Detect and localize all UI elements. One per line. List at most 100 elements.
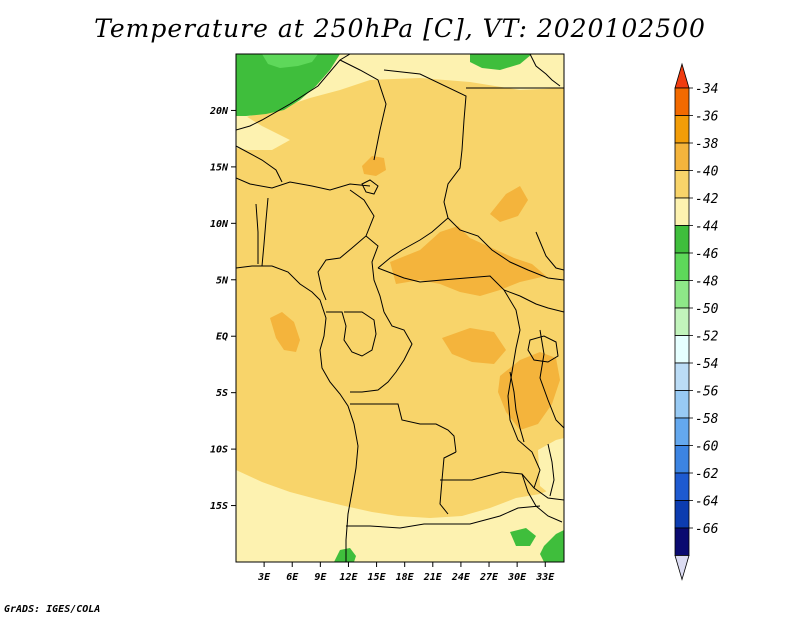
border-car-south (377, 267, 521, 297)
lake-malawi (547, 443, 555, 497)
colorbar-label: -36 (695, 110, 719, 125)
lake-chad (361, 179, 379, 195)
colorbar-swatch (674, 500, 690, 529)
border-congo-drc (350, 311, 413, 393)
x-axis: 3E 6E 9E 12E 15E 18E 21E 24E 27E 30E 33E (257, 562, 555, 583)
x-tick-label: 21E (423, 572, 443, 583)
colorbar-label: -34 (695, 82, 718, 97)
border-cameroon-car (365, 235, 385, 313)
x-tick-label: 33E (535, 572, 555, 583)
x-tick-label: 12E (339, 572, 358, 583)
colorbar-label: -66 (695, 522, 719, 537)
colorbar-swatch (674, 362, 690, 391)
contour-cool-east (538, 438, 564, 496)
colorbar: -34 -36 -38 -40 -42 -44 -46 -48 -50 -52 -54 -56 -58 -… (674, 62, 719, 581)
y-tick-label: 5S (216, 388, 228, 399)
colorbar-label: -50 (695, 302, 719, 317)
border-nigeria-cameroon (317, 189, 375, 301)
y-tick-label: 15S (210, 501, 228, 512)
colorbar-arrow-bottom (674, 555, 690, 581)
border-angola-south (346, 523, 440, 529)
border-benin (261, 197, 269, 267)
y-tick-label: EQ (216, 332, 228, 343)
contour-cool-south (236, 470, 564, 562)
chart-title: Temperature at 250hPa [C], VT: 202010250… (94, 14, 706, 43)
colorbar-swatch (674, 390, 690, 419)
x-tick-label: 18E (396, 572, 415, 583)
contour-warm-west (270, 312, 300, 352)
colorbar-swatch (674, 307, 690, 336)
field-base (236, 54, 564, 562)
border-togo (255, 203, 259, 264)
x-tick-label: 3E (257, 572, 271, 583)
country-borders (236, 54, 564, 562)
border-drc-east (503, 289, 541, 489)
colorbar-label: -42 (695, 192, 719, 207)
colorbar-label: -46 (695, 247, 719, 262)
colorbar-label: -38 (695, 137, 719, 152)
x-tick-label: 15E (368, 572, 387, 583)
colorbar-swatch (674, 225, 690, 254)
colorbar-swatch (674, 527, 690, 556)
contour-green-south-3 (334, 548, 356, 562)
colorbar-label: -52 (695, 330, 719, 345)
colorbar-swatch (674, 170, 690, 199)
colorbar-swatch (674, 445, 690, 474)
border-sudan-south (447, 217, 564, 281)
colorbar-label: -62 (695, 467, 719, 482)
contour-green-south-2 (540, 530, 564, 562)
x-tick-label: 24E (451, 572, 471, 583)
contour-warm-northeast (490, 186, 528, 222)
coastline-west (236, 265, 359, 562)
border-niger-nigeria (236, 177, 371, 191)
contour-warm-central-2 (442, 328, 506, 364)
map-frame (235, 53, 565, 563)
colorbar-swatch (674, 472, 690, 501)
y-tick-label: 5N (216, 275, 229, 286)
y-tick-label: 15N (210, 162, 229, 173)
colorbar-swatch (674, 142, 690, 171)
y-tick-label: 20N (209, 106, 229, 117)
y-tick-label: 10N (210, 219, 229, 230)
colorbar-label: -48 (695, 275, 719, 290)
contour-cool-northwest (236, 110, 290, 150)
border-mali-niger (236, 145, 283, 183)
contour-warm-northcentral (362, 156, 386, 176)
colorbar-swatch (674, 280, 690, 309)
border-uganda-kenya (519, 295, 564, 313)
coastline-east-egypt (529, 54, 561, 87)
border-tanzania (539, 329, 564, 429)
colorbar-label: -60 (695, 440, 719, 455)
lake-tanganyika (509, 371, 525, 443)
contour-green-northwest (236, 54, 340, 116)
colorbar-swatch (674, 115, 690, 144)
colorbar-arrow-top (674, 62, 690, 89)
contour-warm-east (498, 352, 560, 430)
border-gabon-congo (326, 311, 377, 357)
border-angola-north (350, 403, 457, 453)
lake-victoria (527, 335, 559, 363)
x-tick-label: 6E (286, 572, 299, 583)
colorbar-label: -44 (695, 220, 718, 235)
colorbar-label: -58 (695, 412, 719, 427)
colorbar-label: -40 (695, 165, 719, 180)
contour-green-northwest-light (262, 54, 318, 68)
colorbar-swatch (674, 252, 690, 281)
border-libya-west (339, 59, 387, 161)
x-tick-label: 30E (507, 572, 527, 583)
colorbar-swatch (674, 417, 690, 446)
y-tick-label: 10S (210, 445, 228, 456)
colorbar-label: -54 (695, 357, 718, 372)
colorbar-swatch (674, 335, 690, 364)
colorbar-swatch (674, 197, 690, 226)
colorbar-swatch (674, 87, 690, 116)
border-ethiopia (535, 231, 564, 271)
contour-warm-central (390, 226, 546, 296)
contour-green-south-1 (510, 528, 536, 546)
colorbar-label: -56 (695, 385, 719, 400)
x-tick-label: 27E (479, 572, 499, 583)
border-libya-chad (377, 69, 467, 269)
border-namibia (440, 505, 541, 525)
colorbar-label: -64 (695, 495, 718, 510)
